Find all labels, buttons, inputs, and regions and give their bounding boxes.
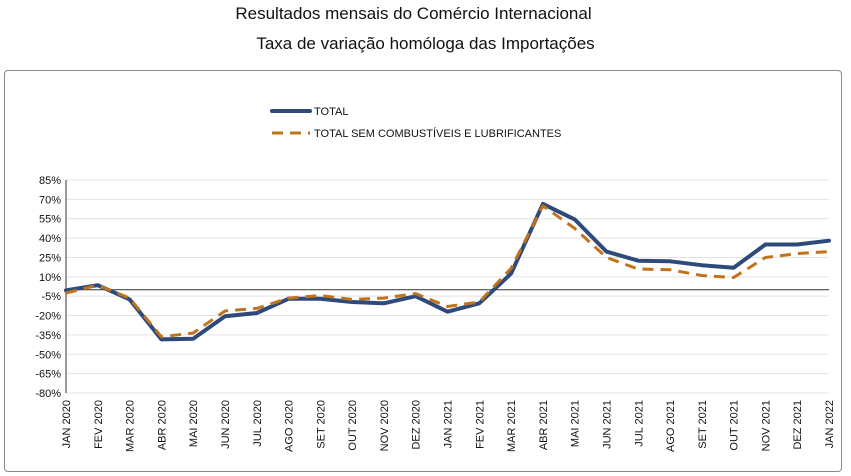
- y-tick-label: 10%: [39, 272, 61, 284]
- y-tick-label: 40%: [39, 233, 61, 245]
- x-tick-label: OUT 2021: [729, 400, 741, 451]
- gridlines: [66, 179, 829, 394]
- chart-subtitle: Taxa de variação homóloga das Importaçõe…: [256, 34, 595, 53]
- x-tick-label: MAR 2021: [506, 400, 518, 452]
- y-tick-label: -20%: [35, 311, 61, 323]
- x-tick-label: JUN 2020: [220, 400, 232, 449]
- legend-item-total: TOTAL: [270, 106, 348, 118]
- y-tick-label: 85%: [39, 175, 61, 187]
- x-tick-label: MAR 2020: [125, 400, 137, 452]
- y-tick-label: -35%: [35, 330, 61, 342]
- chart-frame: [4, 70, 842, 472]
- series-line-total: [64, 201, 831, 342]
- x-tick-label: SET 2021: [697, 400, 709, 449]
- legend-item-total-sem-combustiveis: TOTAL SEM COMBUSTÍVEIS E LUBRIFICANTES: [272, 127, 561, 140]
- x-tick-label: JUL 2020: [252, 400, 264, 447]
- y-tick-label: 25%: [39, 252, 61, 264]
- x-tick-label: JAN 2021: [443, 400, 455, 448]
- y-tick-label: -50%: [35, 349, 61, 361]
- y-tick-label: -80%: [35, 388, 61, 400]
- x-tick-label: DEZ 2020: [411, 400, 423, 450]
- x-tick-label: JUL 2021: [633, 400, 645, 447]
- x-axis-ticks: JAN 2020 FEV 2020 MAR 2020 ABR 2020 MAI 2020…: [61, 400, 836, 452]
- x-tick-label: JAN 2022: [824, 400, 836, 448]
- x-tick-label: SET 2020: [315, 400, 327, 449]
- x-tick-label: JAN 2020: [61, 400, 73, 448]
- y-tick-label: 55%: [39, 214, 61, 226]
- series-line-total-sem-combustiveis: [65, 204, 830, 339]
- x-tick-label: NOV 2020: [379, 400, 391, 451]
- y-tick-label: 70%: [39, 194, 61, 206]
- x-tick-label: ABR 2020: [156, 400, 168, 450]
- x-tick-label: JUN 2021: [601, 400, 613, 449]
- x-tick-label: DEZ 2021: [792, 400, 804, 450]
- x-tick-label: AGO 2021: [665, 400, 677, 452]
- legend-label: TOTAL SEM COMBUSTÍVEIS E LUBRIFICANTES: [314, 127, 561, 140]
- x-tick-label: FEV 2021: [474, 400, 486, 449]
- x-tick-label: AGO 2020: [284, 400, 296, 452]
- y-axis-ticks: 85% 70% 55% 40% 25% 10% -5% -20% -35% -50% -65% -80…: [35, 175, 61, 400]
- legend: TOTAL TOTAL SEM COMBUSTÍVEIS E LUBRIFICAN…: [270, 106, 561, 140]
- y-tick-label: -65%: [35, 369, 61, 381]
- x-tick-label: NOV 2021: [760, 400, 772, 451]
- chart-title: Resultados mensais do Comércio Internaci…: [235, 4, 592, 23]
- x-tick-label: MAI 2021: [570, 400, 582, 447]
- series-lines: [64, 201, 831, 342]
- x-tick-label: OUT 2020: [347, 400, 359, 451]
- x-tick-label: ABR 2021: [538, 400, 550, 450]
- x-tick-label: FEV 2020: [93, 400, 105, 449]
- legend-label: TOTAL: [314, 106, 348, 118]
- x-tick-label: MAI 2020: [188, 400, 200, 447]
- y-tick-label: -5%: [41, 291, 61, 303]
